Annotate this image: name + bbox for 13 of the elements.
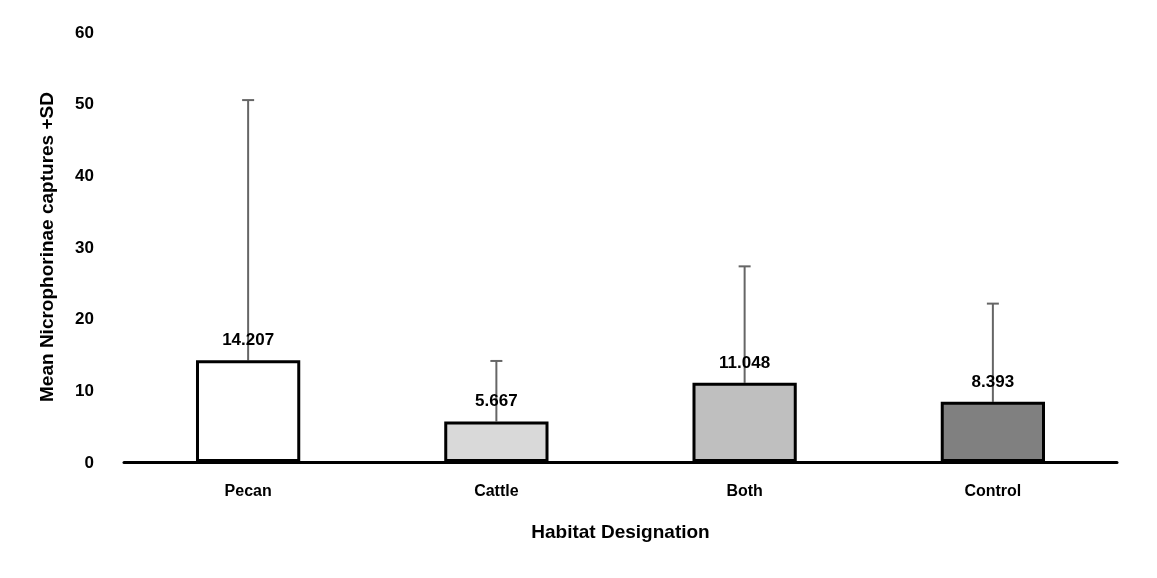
y-tick-label: 0 [84, 452, 94, 472]
x-tick-label: Pecan [224, 481, 272, 499]
y-tick-label: 20 [75, 309, 94, 329]
y-axis-title: Mean Nicrophorinae captures +SD [36, 92, 57, 402]
y-tick-label: 30 [75, 237, 94, 257]
y-tick-label: 10 [75, 380, 94, 400]
y-tick-label: 50 [75, 94, 94, 114]
x-tick-label: Both [726, 481, 763, 499]
x-tick-label: Control [964, 481, 1022, 499]
y-tick-label: 40 [75, 165, 94, 185]
x-tick-label: Cattle [474, 481, 519, 499]
y-tick-label: 60 [75, 22, 94, 42]
x-axis-title: Habitat Designation [531, 521, 710, 542]
